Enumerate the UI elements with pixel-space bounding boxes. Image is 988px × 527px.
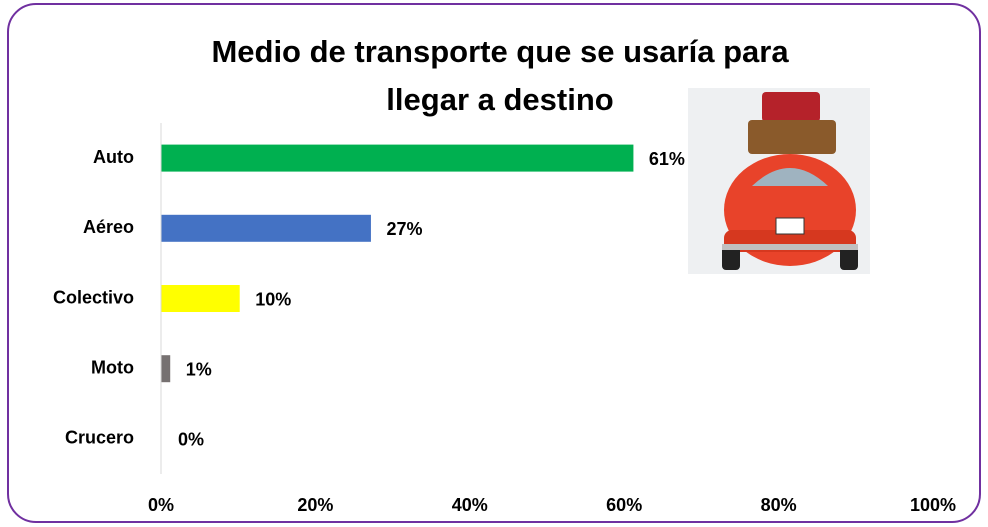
chart-title: Medio de transporte que se usaría para	[211, 34, 789, 69]
data-label: 27%	[386, 219, 422, 239]
x-tick-label: 80%	[761, 495, 797, 515]
y-tick-label: Auto	[93, 147, 134, 167]
bar	[161, 214, 371, 242]
x-tick-label: 40%	[452, 495, 488, 515]
bar	[161, 285, 240, 312]
data-label: 0%	[178, 430, 204, 450]
y-tick-label: Colectivo	[53, 287, 134, 307]
car-picture	[688, 88, 870, 274]
data-label: 1%	[186, 359, 212, 379]
x-tick-label: 0%	[148, 495, 174, 515]
x-tick-label: 20%	[297, 495, 333, 515]
data-label: 10%	[255, 289, 291, 309]
y-tick-label: Moto	[91, 357, 134, 377]
data-label: 61%	[649, 149, 685, 169]
x-tick-label: 100%	[910, 495, 956, 515]
bar	[161, 144, 634, 172]
y-tick-label: Crucero	[65, 428, 134, 448]
chart-title: llegar a destino	[386, 82, 613, 117]
x-tick-label: 60%	[606, 495, 642, 515]
bar	[161, 355, 171, 383]
y-tick-label: Aéreo	[83, 217, 134, 237]
